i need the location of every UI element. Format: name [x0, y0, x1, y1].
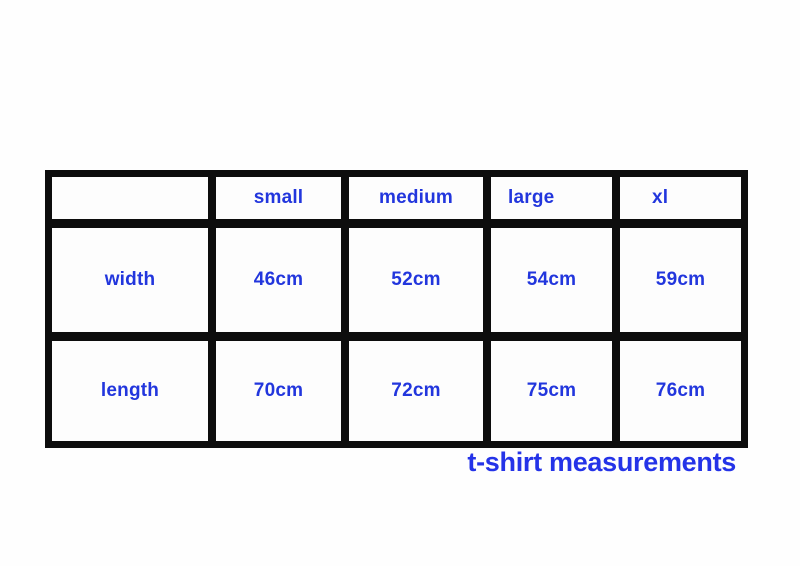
width-xl-value: 59cm — [620, 228, 741, 332]
row-label-width: width — [52, 228, 208, 332]
width-small-value: 46cm — [216, 228, 341, 332]
width-large-value: 54cm — [491, 228, 612, 332]
row-label-length: length — [52, 341, 208, 441]
table-caption: t-shirt measurements — [467, 447, 736, 477]
length-xl-value: 76cm — [620, 341, 741, 441]
size-table: small medium large xl width 46cm 52cm 54… — [45, 170, 748, 448]
header-xl: xl — [620, 177, 741, 219]
length-large-value: 75cm — [491, 341, 612, 441]
length-medium-value: 72cm — [349, 341, 483, 441]
length-small-value: 70cm — [216, 341, 341, 441]
header-medium: medium — [349, 177, 483, 219]
header-large: large — [491, 177, 612, 219]
table-corner-cell — [52, 177, 208, 219]
width-medium-value: 52cm — [349, 228, 483, 332]
header-small: small — [216, 177, 341, 219]
